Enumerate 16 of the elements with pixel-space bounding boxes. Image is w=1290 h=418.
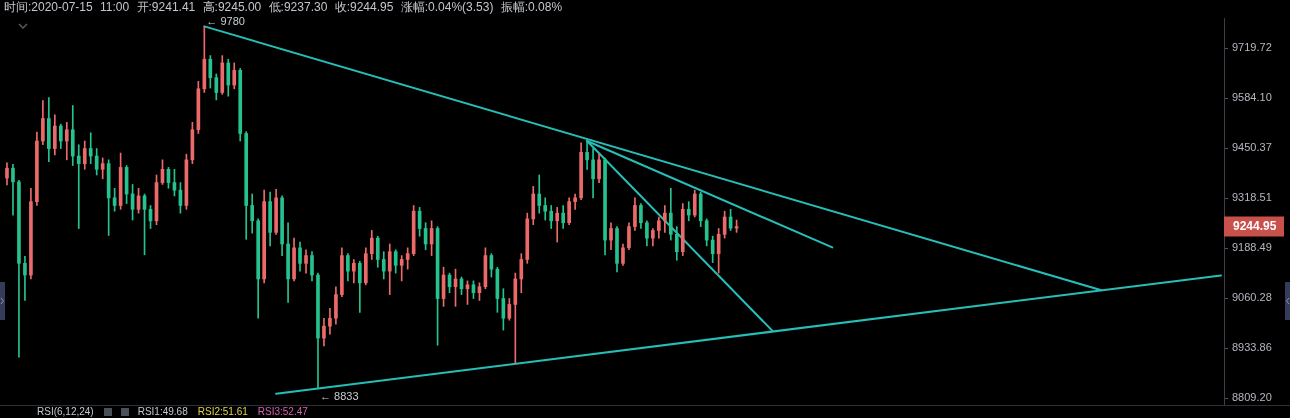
y-tick-label: 9188.49 xyxy=(1232,241,1272,254)
text: RSI3:52.47 xyxy=(257,405,308,418)
text: RSI1:49.68 xyxy=(137,405,188,418)
y-tick-label: 9584.10 xyxy=(1232,91,1272,104)
y-tick-label: 8933.86 xyxy=(1232,341,1272,354)
y-tick-label: 8809.20 xyxy=(1232,391,1272,404)
y-tick-label: 9060.28 xyxy=(1232,291,1272,304)
text: 9244.95 xyxy=(1233,218,1277,233)
annotation: ← 9780 xyxy=(206,15,245,28)
text: RSI2:51.61 xyxy=(197,405,248,418)
text: RSI(6,12,24) xyxy=(37,405,94,418)
y-tick-label: 9318.51 xyxy=(1232,191,1272,204)
chart-title: 时间:2020-07-15 11:00 开:9241.41 高:9245.00 低:9237.30 收:9244.95 涨幅:0.04%(3.53) 振幅:0.08% xyxy=(4,0,563,14)
y-tick-label: 9719.72 xyxy=(1232,41,1272,54)
y-tick-label: 9450.37 xyxy=(1232,141,1272,154)
annotation: ← 8833 xyxy=(319,389,359,402)
